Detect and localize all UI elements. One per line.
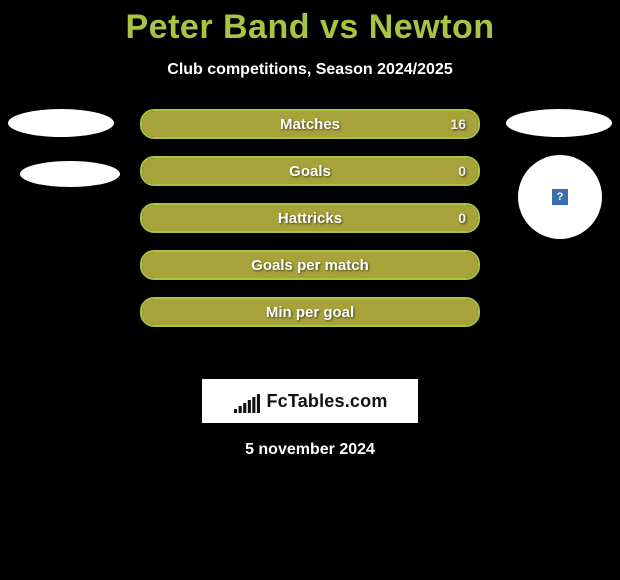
footer-date: 5 november 2024: [0, 441, 620, 459]
page-title: Peter Band vs Newton: [0, 8, 620, 47]
stat-bar: Goals per match: [140, 250, 480, 280]
brand-badge: FcTables.com: [202, 379, 418, 423]
stat-bar-label: Hattricks: [142, 205, 478, 231]
brand-text: FcTables.com: [266, 391, 387, 412]
stat-bar-value: 16: [450, 111, 466, 137]
stat-bar: Goals0: [140, 156, 480, 186]
stat-bar: Hattricks0: [140, 203, 480, 233]
left-placeholder-shape-1: [8, 109, 114, 137]
right-placeholder-circle: ?: [518, 155, 602, 239]
brand-bars-icon: [232, 389, 262, 413]
stat-bar: Min per goal: [140, 297, 480, 327]
stat-bar-label: Goals: [142, 158, 478, 184]
comparison-panel: ? Matches16Goals0Hattricks0Goals per mat…: [0, 109, 620, 369]
missing-image-icon: ?: [552, 189, 568, 205]
right-placeholder-shape-1: [506, 109, 612, 137]
stat-bars: Matches16Goals0Hattricks0Goals per match…: [140, 109, 480, 344]
stat-bar-label: Goals per match: [142, 252, 478, 278]
stat-bar-label: Min per goal: [142, 299, 478, 325]
page-subtitle: Club competitions, Season 2024/2025: [0, 61, 620, 79]
stat-bar-value: 0: [458, 158, 466, 184]
stat-bar-value: 0: [458, 205, 466, 231]
stat-bar-label: Matches: [142, 111, 478, 137]
left-placeholder-shape-2: [20, 161, 120, 187]
stat-bar: Matches16: [140, 109, 480, 139]
